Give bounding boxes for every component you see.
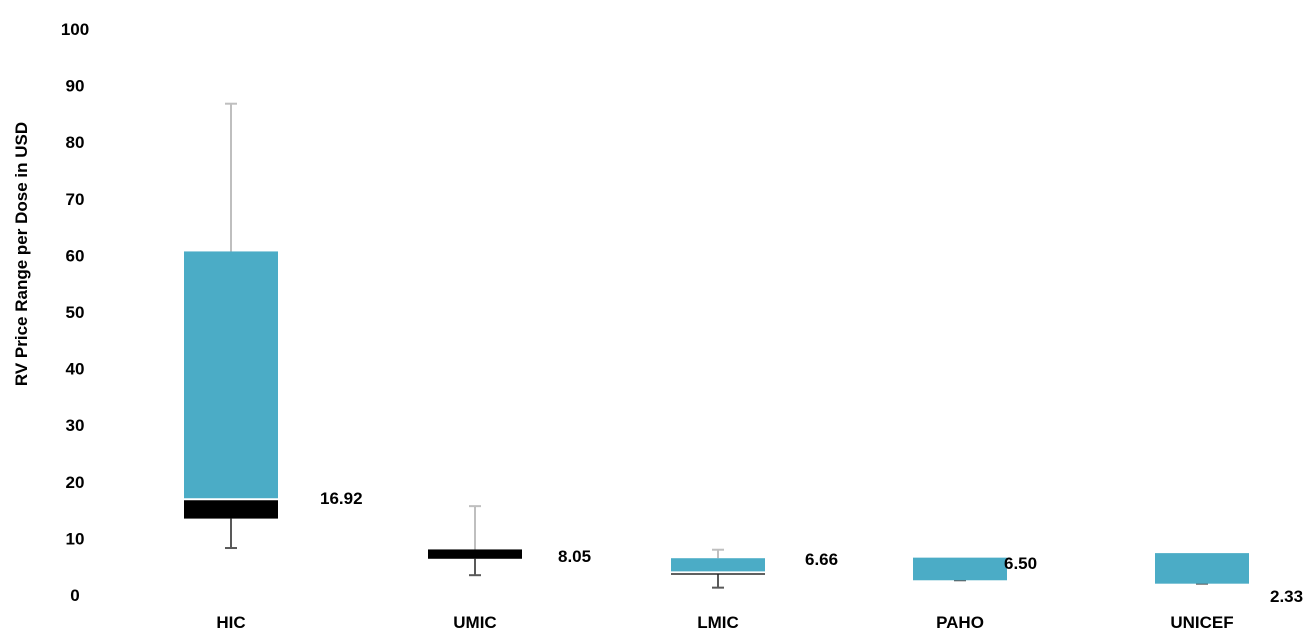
lower-box xyxy=(428,549,522,559)
box-lmic: 6.66 xyxy=(671,548,838,589)
box-hic: 16.92 xyxy=(184,102,363,550)
y-tick-label: 30 xyxy=(66,416,85,435)
x-category-label: LMIC xyxy=(697,613,739,631)
x-category-label: UMIC xyxy=(453,613,496,631)
upper-box xyxy=(184,251,278,500)
y-axis-title: RV Price Range per Dose in USD xyxy=(12,122,31,386)
y-axis-ticks: 0 10 20 30 40 50 60 70 80 90 100 xyxy=(61,20,89,605)
y-tick-label: 0 xyxy=(70,586,79,605)
y-tick-label: 80 xyxy=(66,133,85,152)
y-tick-label: 10 xyxy=(66,529,85,548)
upper-box xyxy=(1155,553,1249,584)
x-category-label: HIC xyxy=(216,613,245,631)
y-tick-label: 50 xyxy=(66,303,85,322)
box-umic: 8.05 xyxy=(428,505,591,577)
box-unicef: 2.33 xyxy=(1155,553,1303,606)
upper-box xyxy=(913,557,1007,581)
data-label: 2.33 xyxy=(1270,587,1303,606)
lower-box xyxy=(671,572,765,575)
x-category-label: UNICEF xyxy=(1170,613,1233,631)
box-plot-series: 16.92 8.05 6.66 6.50 2.33 xyxy=(184,102,1303,606)
x-category-label: PAHO xyxy=(936,613,984,631)
y-tick-label: 20 xyxy=(66,473,85,492)
y-tick-label: 40 xyxy=(66,360,85,379)
data-label: 8.05 xyxy=(558,547,591,566)
x-axis-categories: HIC UMIC LMIC PAHO UNICEF xyxy=(216,613,1233,631)
data-label: 6.66 xyxy=(805,550,838,569)
y-tick-label: 70 xyxy=(66,190,85,209)
data-label: 6.50 xyxy=(1004,554,1037,573)
lower-box xyxy=(184,499,278,519)
y-tick-label: 90 xyxy=(66,77,85,96)
data-label: 16.92 xyxy=(320,489,363,508)
box-paho: 6.50 xyxy=(913,554,1037,582)
upper-box xyxy=(671,558,765,573)
y-tick-label: 100 xyxy=(61,20,89,39)
y-tick-label: 60 xyxy=(66,246,85,265)
